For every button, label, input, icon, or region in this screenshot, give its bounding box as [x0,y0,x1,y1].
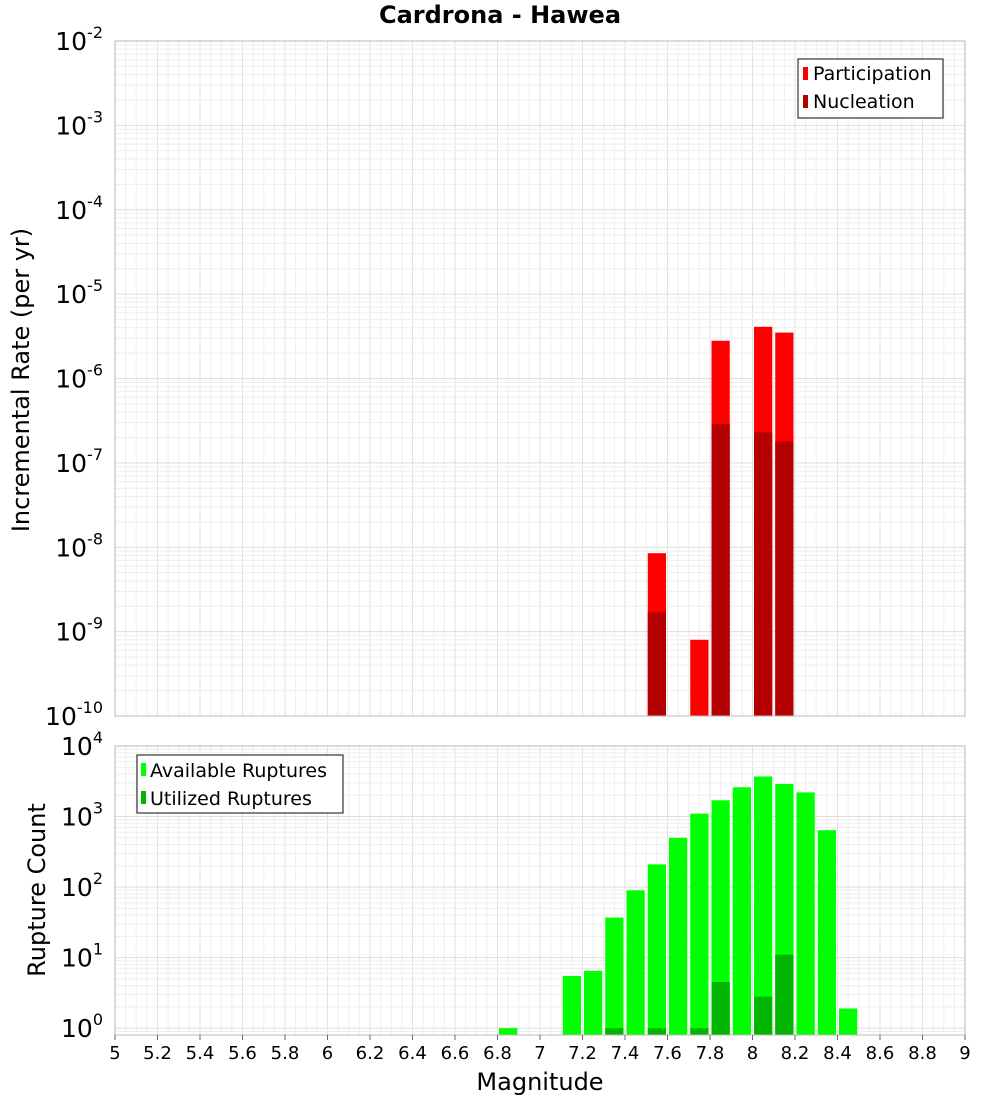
x-tick-label: 5.2 [143,1043,172,1064]
count-available-ruptures-bar [647,864,666,1035]
x-tick-label: 5.8 [271,1043,300,1064]
count-y-tick-label: 102 [61,869,103,902]
rate-y-tick-label: 10-3 [55,107,103,140]
count-bars [499,776,858,1035]
count-utilized-ruptures-bar [754,996,773,1035]
rate-grid [114,40,966,717]
x-tick-label: 9 [959,1043,970,1064]
x-tick-label: 5.4 [186,1043,215,1064]
chart-title: Cardrona - Hawea [379,1,621,29]
rate-y-tick-label: 10-6 [55,361,103,394]
x-tick-label: 7.8 [696,1043,725,1064]
count-legend: Available Ruptures Utilized Ruptures [136,754,344,814]
count-available-ruptures-bar [711,800,730,1035]
count-y-tick-label: 100 [61,1010,103,1043]
legend-label-utilized: Utilized Ruptures [150,788,312,810]
count-available-ruptures-bar [605,917,624,1035]
rate-nucleation-bar [647,612,666,716]
count-legend-box [136,754,344,814]
x-tick-label: 6.4 [398,1043,427,1064]
rate-nucleation-bar [775,441,794,716]
count-panel: 100 101 102 103 104 5 5.2 5.4 5.6 5.8 6 6.2 6.4 6.6 6… [23,728,971,1096]
count-available-ruptures-bar [562,975,581,1035]
rate-nucleation-bar [754,432,773,716]
rate-y-ticks: 10-10 10-9 10-8 10-7 10-6 10-5 10-4 10-3 10-2 [45,23,103,731]
x-tick-label: 8.6 [866,1043,895,1064]
count-available-ruptures-bar [584,970,603,1035]
rate-legend-box [797,58,944,119]
count-utilized-ruptures-bar [711,982,730,1035]
legend-label-available: Available Ruptures [150,760,327,782]
count-y-ticks: 100 101 102 103 104 [61,728,103,1043]
x-tick-label: 7 [534,1043,545,1064]
rate-y-tick-label: 10-9 [55,614,103,647]
x-tick-label: 7.4 [611,1043,640,1064]
x-tick-label: 6.2 [356,1043,385,1064]
rate-y-tick-label: 10-5 [55,276,103,309]
count-available-ruptures-bar [690,813,709,1035]
rate-participation-bar [690,639,709,716]
x-tick-label: 8.2 [781,1043,810,1064]
legend-label-nucleation: Nucleation [813,91,915,113]
count-y-tick-label: 101 [61,940,103,973]
legend-label-participation: Participation [813,63,932,85]
legend-swatch-participation [803,67,808,80]
count-available-ruptures-bar [817,830,836,1035]
legend-swatch-utilized [141,791,146,804]
count-available-ruptures-bar [796,792,815,1035]
x-tick-label: 5.6 [228,1043,257,1064]
count-available-ruptures-bar [669,837,688,1035]
count-utilized-ruptures-bar [605,1028,624,1035]
x-tick-label: 7.6 [653,1043,682,1064]
rate-bars [647,326,794,716]
count-available-ruptures-bar [626,890,645,1035]
rate-y-tick-label: 10-10 [45,698,103,731]
x-tick-label: 7.2 [568,1043,597,1064]
count-y-axis-label: Rupture Count [23,803,51,977]
count-available-ruptures-bar [732,787,751,1035]
magnitude-x-ticks: 5 5.2 5.4 5.6 5.8 6 6.2 6.4 6.6 6.8 7 7.2 7.4 7.6 7.8 8… [109,1035,971,1064]
count-available-ruptures-bar [499,1028,518,1035]
rate-plot-frame [114,40,966,717]
count-y-tick-label: 104 [61,728,103,761]
x-tick-label: 6.8 [483,1043,512,1064]
legend-swatch-available [141,763,146,776]
x-tick-label: 6 [322,1043,333,1064]
rate-legend: Participation Nucleation [797,58,944,119]
rate-y-axis-label: Incremental Rate (per yr) [7,228,35,532]
rate-panel: 10-10 10-9 10-8 10-7 10-6 10-5 10-4 10-3 10-2 In… [7,23,966,731]
count-available-ruptures-bar [839,1008,858,1035]
count-utilized-ruptures-bar [775,954,794,1035]
rate-y-tick-label: 10-8 [55,529,103,562]
count-available-ruptures-bar [754,776,773,1035]
x-axis-label: Magnitude [476,1068,603,1096]
count-y-tick-label: 103 [61,799,103,832]
legend-swatch-nucleation [803,95,808,108]
x-tick-label: 8.4 [823,1043,852,1064]
count-utilized-ruptures-bar [690,1028,709,1035]
count-utilized-ruptures-bar [647,1028,666,1035]
x-tick-label: 8 [747,1043,758,1064]
rate-y-tick-label: 10-4 [55,192,103,225]
x-tick-label: 5 [109,1043,120,1064]
x-tick-label: 8.8 [908,1043,937,1064]
rate-nucleation-bar [711,423,730,716]
x-tick-label: 6.6 [441,1043,470,1064]
rate-y-tick-label: 10-2 [55,23,103,56]
rate-y-tick-label: 10-7 [55,445,103,478]
